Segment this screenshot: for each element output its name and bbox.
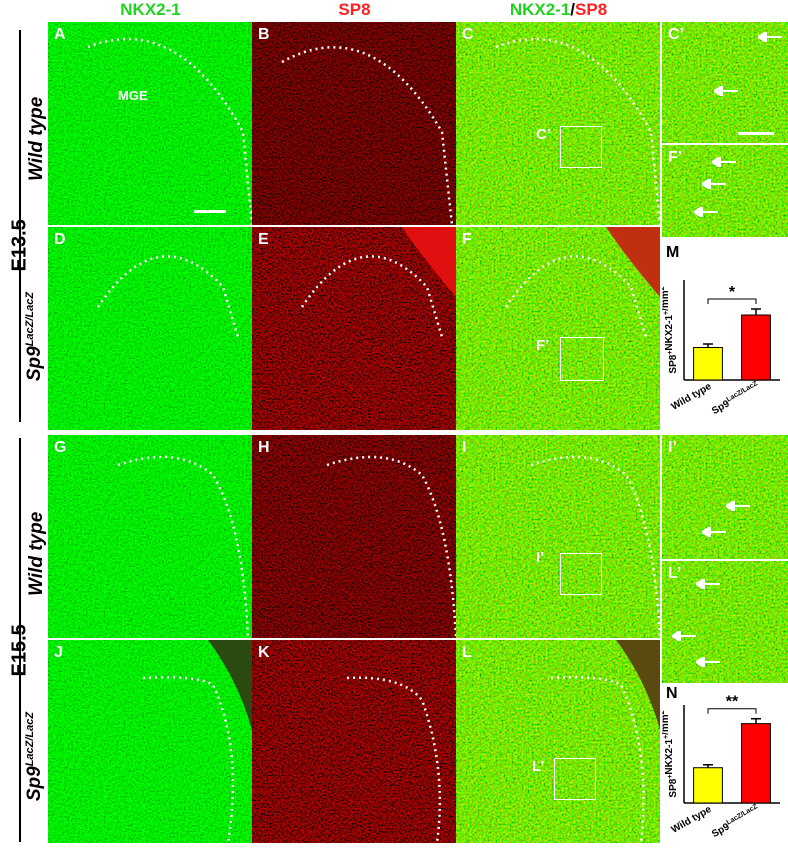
e15-bracket-line <box>19 438 21 842</box>
panel-label-n: N <box>666 685 678 702</box>
arrow-icon <box>758 32 782 42</box>
arrow-icon <box>702 179 726 189</box>
header-merge-red: SP8 <box>575 0 608 19</box>
panel-iprime-zoom: I’ <box>662 435 788 559</box>
significance-bracket <box>707 708 757 714</box>
significance-marker: ** <box>726 694 739 711</box>
panel-label-f: F <box>462 231 472 248</box>
panel-i-merge-wt-e15: I I’ <box>456 435 660 638</box>
panel-label-d: D <box>54 231 66 248</box>
header-merge-green: NKX2-1 <box>509 0 571 19</box>
panel-label-b: B <box>258 26 270 43</box>
x-tick-label: Wild type <box>670 804 714 836</box>
panel-k-sp8-mut-e15: K <box>252 640 456 843</box>
arrow-icon <box>702 527 726 537</box>
panel-label-fprime: F’ <box>668 149 683 166</box>
panel-a-nkx21-wt-e13: A MGE <box>48 22 252 225</box>
bar <box>741 723 771 804</box>
genotype-wt-e15: Wild type <box>26 511 47 596</box>
panel-label-m: M <box>666 244 680 261</box>
panel-label-lprime: L’ <box>668 565 682 582</box>
x-tick-label: Sp9LacZ/LacZ <box>710 380 762 417</box>
significance-marker: * <box>729 284 736 301</box>
inset-label-f: F’ <box>536 337 550 354</box>
inset-label-i: I’ <box>536 549 545 566</box>
e13-bracket-line <box>19 30 21 422</box>
panel-f-merge-mut-e13: F F’ <box>456 227 660 430</box>
panel-label-h: H <box>258 439 270 456</box>
arrow-icon <box>696 657 720 667</box>
arrow-icon <box>726 501 750 511</box>
panel-label-cprime: C’ <box>668 26 684 43</box>
panel-label-i: I <box>462 439 467 456</box>
panel-fprime-zoom: F’ <box>662 145 788 237</box>
arrow-icon <box>672 631 696 641</box>
arrow-icon <box>712 157 736 167</box>
panel-label-g: G <box>54 439 67 456</box>
arrow-icon <box>694 207 718 217</box>
region-label-mge: MGE <box>118 88 148 103</box>
panel-d-nkx21-mut-e13: D <box>48 227 252 430</box>
header-merge: NKX2-1/SP8 <box>456 0 661 20</box>
y-axis-label: SP8+NKX2-1+/mm2 <box>662 710 679 797</box>
genotype-mut-e15: Sp9LacZ/LacZ <box>24 681 46 801</box>
panel-e-sp8-mut-e13: E <box>252 227 456 430</box>
stage-label-e15: E15.5 <box>8 624 31 677</box>
x-tick-label: Sp9LacZ/LacZ <box>710 803 762 840</box>
inset-label-c: C’ <box>536 126 551 143</box>
panel-label-l: L <box>462 644 472 661</box>
inset-box-l <box>554 758 596 800</box>
panel-b-sp8-wt-e13: B <box>252 22 456 225</box>
inset-box-i <box>560 553 602 595</box>
bar <box>693 347 723 381</box>
header-sp8: SP8 <box>338 0 371 19</box>
genotype-mut-e13: Sp9LacZ/LacZ <box>24 261 46 381</box>
scale-bar-inset <box>738 132 774 135</box>
panel-label-a: A <box>54 26 66 43</box>
panel-h-sp8-wt-e15: H <box>252 435 456 638</box>
genotype-mut-e15-sup: LacZ/LacZ <box>23 711 36 767</box>
arrow-icon <box>714 86 738 96</box>
significance-bracket <box>707 298 757 304</box>
x-tick-label: Wild type <box>670 381 714 413</box>
panel-c-merge-wt-e13: C C’ <box>456 22 660 225</box>
panel-cprime-zoom: C’ <box>662 22 788 143</box>
inset-box-f <box>560 337 604 381</box>
inset-box-c <box>560 126 602 168</box>
bar <box>741 314 771 381</box>
inset-label-l: L’ <box>532 758 545 775</box>
scale-bar <box>194 210 226 213</box>
panel-label-k: K <box>258 644 270 661</box>
panel-lprime-zoom: L’ <box>662 561 788 683</box>
genotype-mut-e13-base: Sp9 <box>24 346 46 382</box>
bar <box>693 767 723 804</box>
y-axis-label: SP8+NKX2-1+/mm2 <box>662 286 679 373</box>
genotype-mut-e15-base: Sp9 <box>24 766 46 802</box>
header-merge-sep: / <box>570 0 576 19</box>
panel-g-nkx21-wt-e15: G <box>48 435 252 638</box>
genotype-mut-e13-sup: LacZ/LacZ <box>23 291 36 347</box>
panel-l-merge-mut-e15: L L’ <box>456 640 660 843</box>
panel-j-nkx21-mut-e15: J <box>48 640 252 843</box>
arrow-icon <box>696 579 720 589</box>
panel-label-j: J <box>54 644 63 661</box>
panel-label-iprime: I’ <box>668 439 677 456</box>
panel-label-c: C <box>462 26 474 43</box>
header-nkx2-1: NKX2-1 <box>120 0 181 19</box>
genotype-wt-e13: Wild type <box>26 96 47 181</box>
panel-label-e: E <box>258 231 269 248</box>
